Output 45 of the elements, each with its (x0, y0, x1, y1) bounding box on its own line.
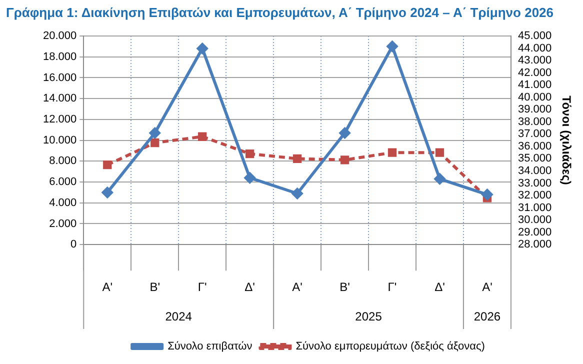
chart-title: Γράφημα 1: Διακίνηση Επιβατών και Εμπορευμάτων, Α΄ Τρίμηνο 2024 – Α΄ Τρίμηνο 2026 (5, 4, 555, 22)
y2-tick-label: 44.000 (518, 42, 552, 54)
x-tick-label: Γ' (198, 280, 207, 294)
y-tick-label: 6.000 (49, 176, 77, 188)
y-tick-label: 4.000 (49, 196, 77, 209)
y2-tick-label: 42.000 (518, 66, 552, 79)
text: 2024 (165, 309, 192, 324)
y2-tick-label: 39.000 (518, 104, 552, 116)
y-tick-label: 20.000 (42, 30, 77, 42)
y2-tick-label: 36.000 (518, 140, 552, 152)
y2-tick-label: 30.000 (518, 214, 552, 226)
y2-tick-label: 37.000 (518, 128, 552, 140)
text: 2025 (355, 309, 382, 324)
y2-tick-label: 32.000 (518, 190, 552, 202)
x-tick-label: Α' (102, 280, 113, 294)
x-tick-label: Γ' (388, 280, 397, 294)
y2-tick-label: 28.000 (518, 238, 552, 251)
y-tick-label: 18.000 (42, 50, 77, 63)
x-tick-label: Α' (292, 280, 302, 294)
x-tick-label: Δ' (244, 280, 255, 294)
y-tick-label: 0 (70, 238, 77, 251)
y-tick-label: 12.000 (42, 113, 77, 126)
y-tick-label: 16.000 (42, 72, 77, 84)
y-tick-label: 8.000 (49, 155, 77, 168)
y2-tick-label: 40.000 (518, 91, 552, 104)
y2-tick-label: 29.000 (518, 226, 552, 238)
y2-tick-label: 38.000 (518, 116, 552, 128)
x-tick-label: Α' (482, 280, 492, 294)
text: 2026 (474, 309, 501, 324)
y-tick-label: 2.000 (49, 218, 77, 230)
x-tick-label: Β' (150, 280, 160, 294)
x-tick-label: Δ' (434, 280, 445, 294)
legend-label: Σύνολο εμπορευμάτων (δεξιός άξονας) (296, 340, 485, 353)
y2-tick-label: 41.000 (518, 79, 552, 92)
legend-label: Σύνολο επιβατών (168, 340, 253, 353)
y-tick-label: 10.000 (42, 134, 77, 146)
y2-tick-label: 34.000 (518, 165, 552, 178)
y2-tick-label: 43.000 (518, 54, 552, 67)
y2-tick-label: 35.000 (518, 152, 552, 165)
y2-tick-label: 45.000 (518, 30, 552, 42)
y2-axis-title: Τόνοι (χιλιάδες) (559, 96, 574, 185)
y2-tick-label: 31.000 (518, 202, 552, 214)
y-tick-label: 14.000 (42, 92, 77, 105)
x-tick-label: Β' (340, 280, 350, 294)
y2-tick-label: 33.000 (518, 177, 552, 190)
